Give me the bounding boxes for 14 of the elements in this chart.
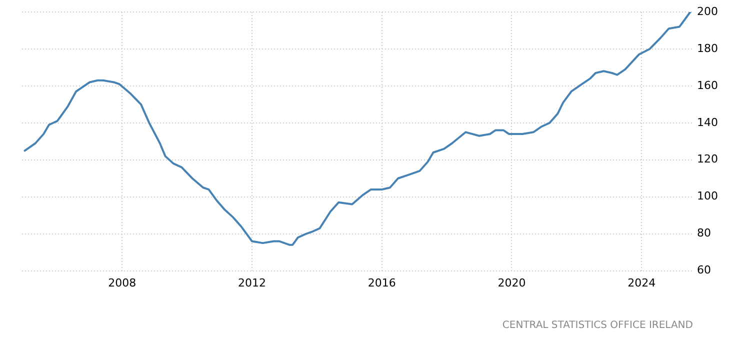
text: CENTRAL STATISTICS OFFICE IRELAND <box>502 320 694 331</box>
x-tick-label: 2020 <box>498 276 526 290</box>
y-tick-label: 200 <box>697 4 718 18</box>
y-tick-label: 180 <box>697 42 718 55</box>
x-tick-label: 2008 <box>108 276 136 290</box>
y-tick-label: 100 <box>697 190 718 203</box>
y-tick-label: 120 <box>697 152 718 166</box>
x-tick-label: 2012 <box>238 276 266 290</box>
x-tick-label: 2024 <box>628 276 656 290</box>
y-tick-label: 160 <box>697 78 718 92</box>
x-tick-label: 2016 <box>368 276 396 290</box>
y-tick-label: 60 <box>697 264 712 277</box>
y-tick-label: 140 <box>697 116 718 129</box>
y-tick-label: 80 <box>697 226 712 240</box>
